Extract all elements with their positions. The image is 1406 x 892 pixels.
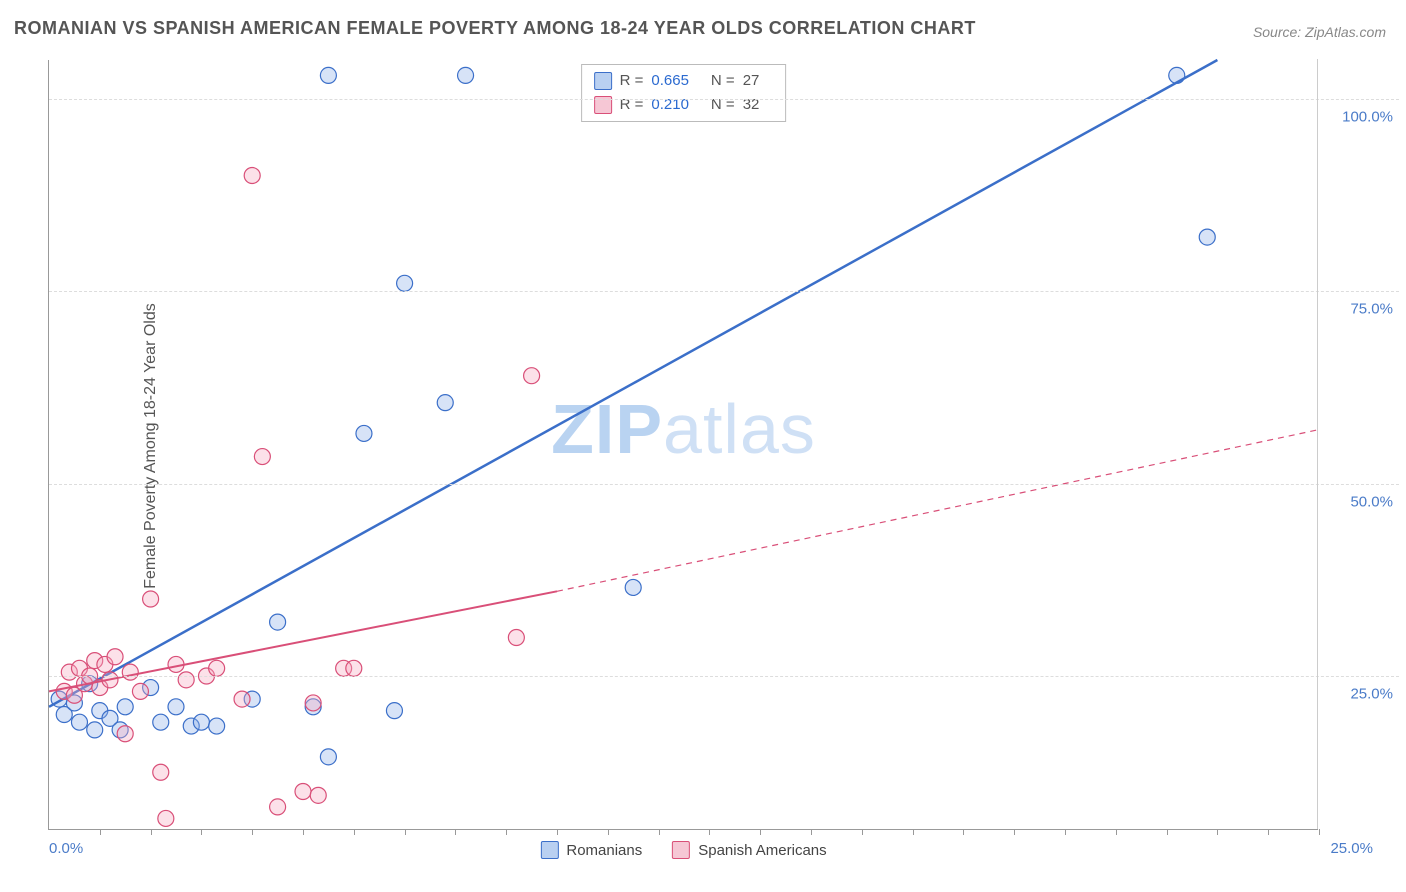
- data-point-romanians: [356, 425, 372, 441]
- gridline: [49, 291, 1399, 292]
- n-label: N =: [711, 69, 735, 93]
- r-value-romanians: 0.665: [651, 69, 689, 93]
- r-value-spanish_americans: 0.210: [651, 93, 689, 117]
- legend-swatch-romanians: [594, 72, 612, 90]
- y-tick-label: 75.0%: [1350, 301, 1393, 318]
- data-point-romanians: [209, 718, 225, 734]
- data-point-spanish_americans: [143, 591, 159, 607]
- data-point-romanians: [458, 67, 474, 83]
- y-tick-label: 25.0%: [1350, 686, 1393, 703]
- data-point-spanish_americans: [178, 672, 194, 688]
- r-label: R =: [620, 93, 644, 117]
- x-tick: [1217, 829, 1218, 835]
- legend-item-romanians: Romanians: [540, 841, 642, 859]
- data-point-spanish_americans: [209, 660, 225, 676]
- data-point-spanish_americans: [295, 784, 311, 800]
- data-point-romanians: [1199, 229, 1215, 245]
- x-tick: [455, 829, 456, 835]
- data-point-spanish_americans: [270, 799, 286, 815]
- source-attribution: Source: ZipAtlas.com: [1253, 24, 1386, 40]
- x-tick: [100, 829, 101, 835]
- data-point-romanians: [320, 67, 336, 83]
- data-point-romanians: [87, 722, 103, 738]
- n-value-spanish_americans: 32: [743, 93, 760, 117]
- y-tick-label: 50.0%: [1350, 493, 1393, 510]
- chart-title: ROMANIAN VS SPANISH AMERICAN FEMALE POVE…: [14, 18, 976, 39]
- x-tick: [151, 829, 152, 835]
- data-point-romanians: [625, 579, 641, 595]
- data-point-romanians: [153, 714, 169, 730]
- r-label: R =: [620, 69, 644, 93]
- legend-swatch-spanish_americans: [672, 841, 690, 859]
- x-axis-start-label: 0.0%: [49, 840, 83, 857]
- x-tick: [862, 829, 863, 835]
- data-point-spanish_americans: [346, 660, 362, 676]
- gridline: [49, 99, 1399, 100]
- x-axis-end-label: 25.0%: [1330, 840, 1373, 857]
- data-point-spanish_americans: [254, 449, 270, 465]
- x-tick: [201, 829, 202, 835]
- regression-extension-spanish_americans: [557, 430, 1319, 592]
- data-point-romanians: [193, 714, 209, 730]
- data-point-romanians: [320, 749, 336, 765]
- data-point-romanians: [437, 395, 453, 411]
- data-point-spanish_americans: [234, 691, 250, 707]
- data-point-spanish_americans: [107, 649, 123, 665]
- gridline: [49, 484, 1399, 485]
- data-point-romanians: [71, 714, 87, 730]
- x-tick: [506, 829, 507, 835]
- x-tick: [760, 829, 761, 835]
- bottom-legend: Romanians Spanish Americans: [540, 841, 826, 859]
- legend-item-spanish_americans: Spanish Americans: [672, 841, 826, 859]
- data-point-spanish_americans: [158, 810, 174, 826]
- x-tick: [963, 829, 964, 835]
- legend-label-romanians: Romanians: [566, 842, 642, 859]
- data-point-spanish_americans: [122, 664, 138, 680]
- x-tick: [709, 829, 710, 835]
- data-point-romanians: [270, 614, 286, 630]
- data-point-spanish_americans: [244, 168, 260, 184]
- x-tick: [354, 829, 355, 835]
- data-point-spanish_americans: [153, 764, 169, 780]
- data-point-romanians: [1169, 67, 1185, 83]
- chart-svg: [49, 60, 1319, 830]
- regression-line-romanians: [49, 60, 1217, 707]
- x-tick: [659, 829, 660, 835]
- data-point-romanians: [168, 699, 184, 715]
- x-tick: [1167, 829, 1168, 835]
- data-point-romanians: [117, 699, 133, 715]
- y-tick-label: 100.0%: [1342, 108, 1393, 125]
- data-point-romanians: [386, 703, 402, 719]
- x-tick: [1065, 829, 1066, 835]
- plot-right-edge: [1317, 59, 1318, 829]
- x-tick: [1014, 829, 1015, 835]
- stats-box: R = 0.665 N = 27 R = 0.210 N = 32: [581, 64, 787, 122]
- data-point-spanish_americans: [117, 726, 133, 742]
- x-tick: [1116, 829, 1117, 835]
- stats-row-romanians: R = 0.665 N = 27: [594, 69, 774, 93]
- data-point-spanish_americans: [132, 683, 148, 699]
- x-tick: [252, 829, 253, 835]
- n-value-romanians: 27: [743, 69, 760, 93]
- legend-label-spanish_americans: Spanish Americans: [698, 842, 826, 859]
- x-tick: [1319, 829, 1320, 835]
- plot-area: ZIPatlas R =0.665N =27R =0.210N =32 0.0%…: [48, 60, 1318, 830]
- stats-row-spanish_americans: R = 0.210 N = 32: [594, 93, 774, 117]
- x-tick: [608, 829, 609, 835]
- x-tick: [1268, 829, 1269, 835]
- data-point-spanish_americans: [305, 695, 321, 711]
- legend-swatch-romanians: [540, 841, 558, 859]
- x-tick: [303, 829, 304, 835]
- data-point-spanish_americans: [508, 630, 524, 646]
- x-tick: [811, 829, 812, 835]
- x-tick: [913, 829, 914, 835]
- data-point-spanish_americans: [310, 787, 326, 803]
- data-point-spanish_americans: [524, 368, 540, 384]
- gridline: [49, 676, 1399, 677]
- n-label: N =: [711, 93, 735, 117]
- x-tick: [405, 829, 406, 835]
- data-point-romanians: [397, 275, 413, 291]
- x-tick: [557, 829, 558, 835]
